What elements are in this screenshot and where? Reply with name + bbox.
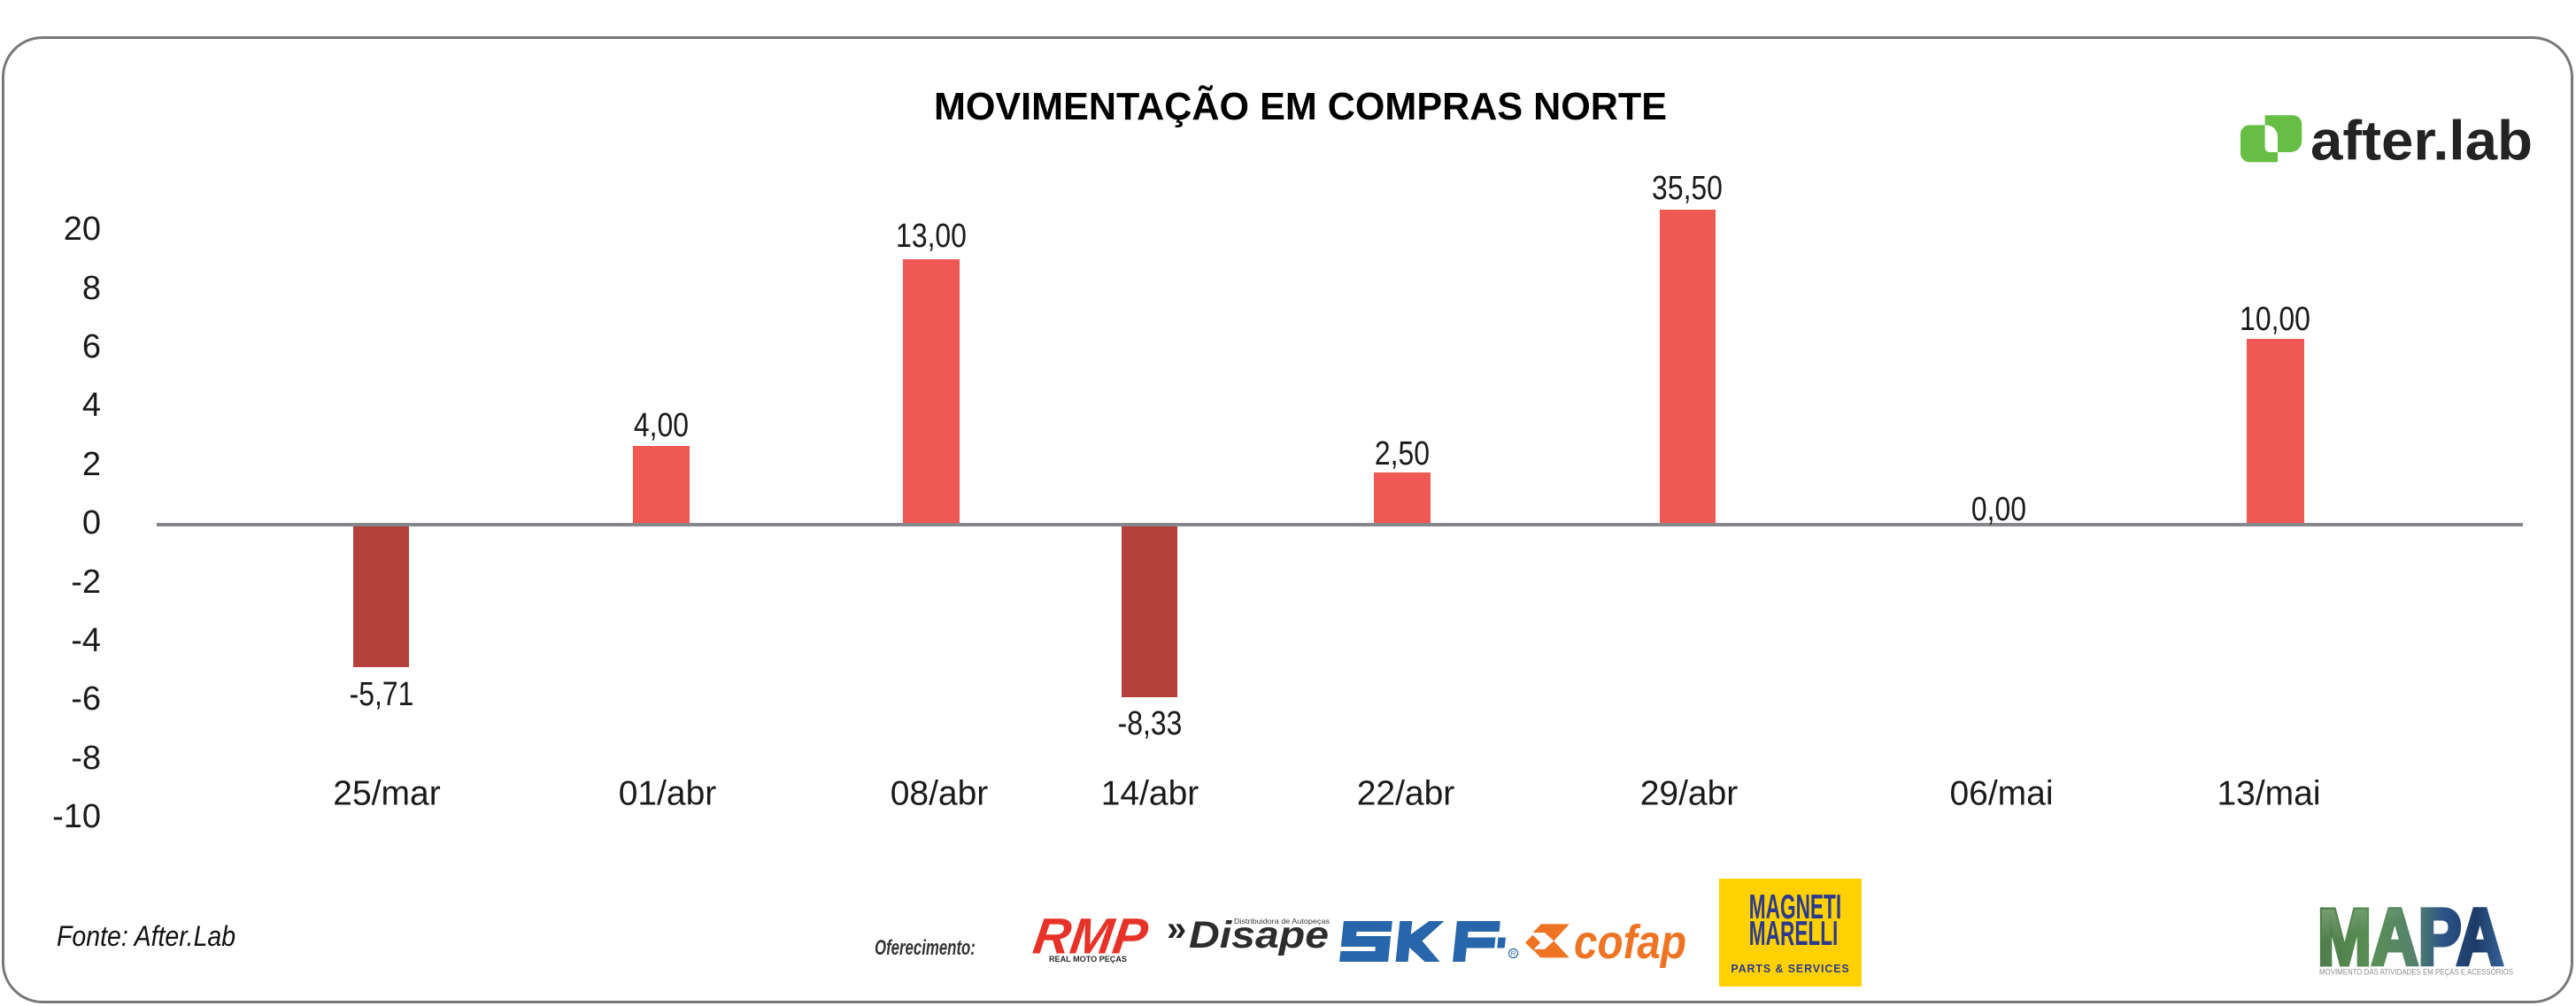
svg-text:RMP: RMP (1030, 911, 1153, 964)
svg-text:after.lab: after.lab (2310, 111, 2533, 173)
svg-text:MAPA: MAPA (2318, 897, 2503, 982)
svg-text:MAPA: MAPA (2318, 897, 2503, 982)
svg-text:»: » (1167, 911, 1186, 948)
svg-text:Disape: Disape (1189, 914, 1329, 956)
svg-text:MOVIMENTO DAS ATIVIDADES EM PE: MOVIMENTO DAS ATIVIDADES EM PEÇAS E ACES… (2319, 968, 2513, 978)
svg-text:R: R (1511, 949, 1516, 957)
svg-text:Distribuidora de Autopeças: Distribuidora de Autopeças (1234, 917, 1330, 925)
svg-text:cofap: cofap (1574, 918, 1686, 969)
svg-text:REAL MOTO PEÇAS: REAL MOTO PEÇAS (1049, 955, 1127, 964)
